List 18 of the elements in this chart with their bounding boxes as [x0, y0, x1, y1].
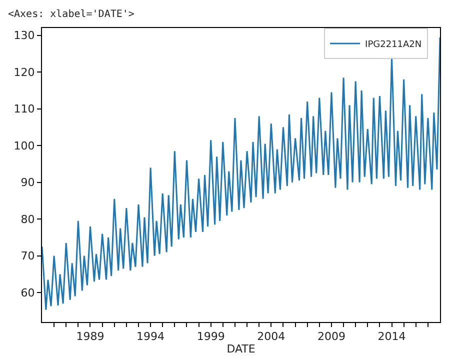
x-tick-label: 1994	[136, 330, 165, 344]
y-tick-label: 60	[20, 286, 35, 300]
legend-label: IPG2211A2N	[365, 40, 422, 50]
y-tick-label: 130	[14, 29, 35, 42]
x-axis-title: DATE	[226, 342, 256, 356]
y-tick-label: 90	[20, 176, 35, 190]
text: <Axes: xlabel='DATE'>	[8, 9, 134, 20]
y-tick-label: 110	[14, 102, 35, 116]
x-tick-label: 2009	[317, 330, 346, 344]
x-tick-label: 1989	[76, 330, 104, 344]
x-tick-label: 2014	[378, 330, 406, 344]
x-tick-label: 2004	[257, 330, 286, 344]
line-series	[42, 36, 440, 311]
y-tick-label: 100	[14, 139, 35, 152]
y-tick-label: 80	[20, 212, 35, 226]
y-tick-label: 120	[14, 66, 35, 79]
y-tick-label: 70	[20, 250, 35, 263]
x-tick-label: 1999	[196, 330, 225, 344]
